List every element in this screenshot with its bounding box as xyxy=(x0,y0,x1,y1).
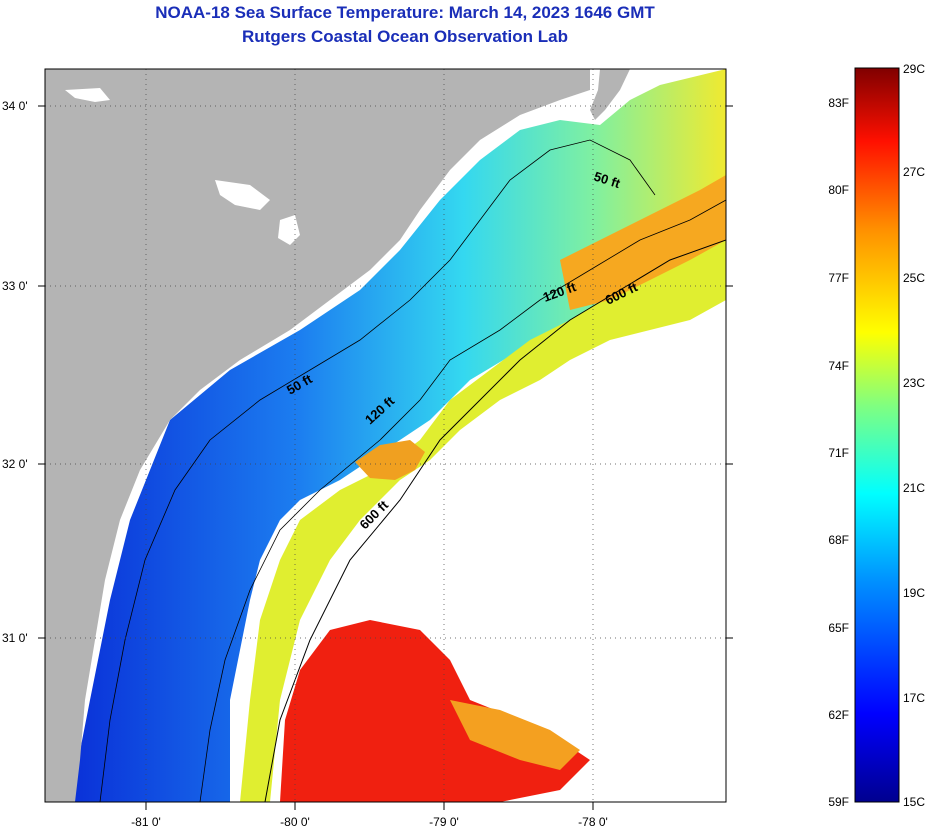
gulf-stream-orange xyxy=(450,700,580,770)
land-mass xyxy=(45,69,590,802)
colorbar xyxy=(854,67,900,803)
cb-c-label-15: 15C xyxy=(903,795,925,809)
lon-label-78: -78 0' xyxy=(578,815,608,829)
cb-f-label-71: 71F xyxy=(828,446,849,460)
cb-c-label-27: 27C xyxy=(903,165,925,179)
inland-lake-1 xyxy=(65,88,110,102)
lon-label-80: -80 0' xyxy=(280,815,310,829)
map-area: 50 ft 50 ft 120 ft 120 ft 600 ft 600 ft xyxy=(45,69,726,802)
lat-label-31: 31 0' xyxy=(2,631,28,645)
cb-f-label-68: 68F xyxy=(828,533,849,547)
lat-label-34: 34 0' xyxy=(2,99,28,113)
map-frame xyxy=(44,68,727,803)
cb-c-label-19: 19C xyxy=(903,586,925,600)
cb-f-label-83: 83F xyxy=(828,96,849,110)
lon-label-81: -81 0' xyxy=(131,815,161,829)
inland-lake-3 xyxy=(278,215,300,245)
axis-ticks xyxy=(38,105,733,810)
contour-50ft-line xyxy=(99,139,656,802)
warm-patch-32n xyxy=(355,440,425,480)
lat-label-32: 32 0' xyxy=(2,457,28,471)
graticule xyxy=(45,69,726,802)
barrier-island xyxy=(590,69,630,120)
colorbar-celsius-scale: 29C 27C 25C 23C 21C 19C 17C 15C xyxy=(903,62,925,809)
map-subtitle: Rutgers Coastal Ocean Observation Lab xyxy=(242,27,568,46)
cb-c-label-23: 23C xyxy=(903,376,925,390)
cb-f-label-59: 59F xyxy=(828,795,849,809)
shelf-water xyxy=(70,69,726,802)
cb-c-label-29: 29C xyxy=(903,62,925,76)
colorbar-fahrenheit-scale: 83F 80F 77F 74F 71F 68F 65F 62F 59F xyxy=(828,96,849,809)
cb-f-label-80: 80F xyxy=(828,183,849,197)
cb-f-label-62: 62F xyxy=(828,708,849,722)
cb-c-label-17: 17C xyxy=(903,691,925,705)
cb-f-label-65: 65F xyxy=(828,621,849,635)
cb-c-label-21: 21C xyxy=(903,481,925,495)
contour-600ft-line xyxy=(264,239,726,802)
map-title: NOAA-18 Sea Surface Temperature: March 1… xyxy=(155,3,655,22)
contour-120ft-line xyxy=(199,199,726,802)
mid-shelf-water xyxy=(240,230,726,802)
inland-lake-2 xyxy=(215,180,270,210)
cb-f-label-74: 74F xyxy=(828,359,849,373)
lon-label-79: -79 0' xyxy=(429,815,459,829)
gulf-stream-edge xyxy=(560,175,726,310)
lat-label-33: 33 0' xyxy=(2,279,28,293)
cb-c-label-25: 25C xyxy=(903,271,925,285)
cb-f-label-77: 77F xyxy=(828,271,849,285)
